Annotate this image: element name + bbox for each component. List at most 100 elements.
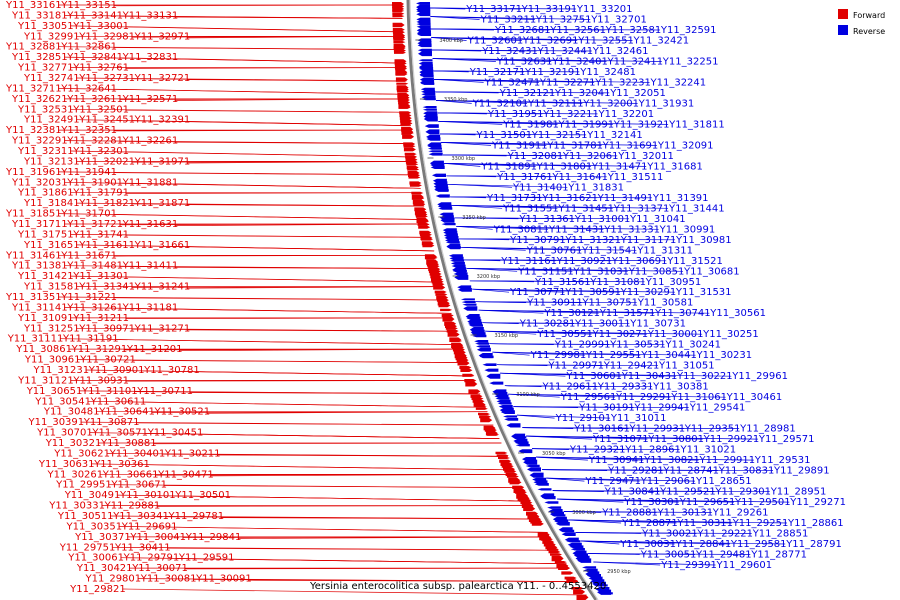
forward-connector — [220, 517, 541, 520]
reverse-gene-arrow — [417, 33, 432, 36]
reverse-gene-label: Y11_31781 — [546, 140, 603, 151]
forward-gene-arrow — [395, 77, 408, 82]
forward-gene-arrow — [395, 67, 408, 71]
forward-gene-label: Y11_31651 — [23, 240, 80, 251]
reverse-gene-label: Y11_31491 — [597, 193, 654, 204]
reverse-gene-arrow — [449, 256, 464, 261]
forward-gene-arrow — [396, 82, 409, 85]
reverse-gene-arrow — [448, 254, 463, 258]
reverse-gene-label: Y11_30761 — [526, 245, 583, 256]
reverse-gene-label: Y11_29481 — [695, 550, 752, 561]
reverse-gene-label: Y11_28771 — [750, 550, 807, 561]
reverse-gene-label: Y11_28851 — [752, 529, 809, 540]
reverse-gene-label: Y11_31801 — [536, 161, 593, 172]
forward-gene-arrow — [475, 407, 488, 410]
forward-gene-arrow — [445, 327, 458, 330]
reverse-gene-arrow — [566, 540, 581, 543]
reverse-gene-label: Y11_30461 — [726, 392, 783, 403]
reverse-gene-label: Y11_31361 — [518, 214, 575, 225]
reverse-gene-arrow — [422, 108, 437, 111]
forward-gene-label: Y11_31301 — [72, 271, 129, 282]
forward-gene-arrow — [495, 451, 508, 455]
forward-connector — [125, 26, 404, 33]
reverse-gene-label: Y11_30431 — [621, 371, 678, 382]
forward-gene-arrow — [484, 428, 497, 432]
forward-connector — [136, 422, 494, 426]
reverse-gene-arrow — [421, 93, 436, 96]
reverse-gene-label: Y11_28861 — [787, 518, 844, 529]
reverse-gene-label: Y11_32471 — [484, 77, 541, 88]
reverse-gene-label: Y11_30051 — [640, 550, 697, 561]
forward-gene-label: Y11_30391 — [28, 417, 85, 428]
reverse-connector — [475, 301, 637, 304]
reverse-gene-arrow — [582, 566, 597, 569]
forward-connector — [146, 464, 515, 471]
reverse-connector — [492, 351, 696, 356]
forward-gene-arrow — [400, 121, 413, 126]
forward-connector — [113, 172, 419, 176]
reverse-gene-label: Y11_31811 — [668, 119, 725, 130]
reverse-gene-arrow — [461, 301, 476, 304]
reverse-gene-label: Y11_29571 — [758, 434, 815, 445]
reverse-gene-label: Y11_32421 — [633, 36, 690, 47]
reverse-gene-label: Y11_30911 — [526, 298, 583, 309]
reverse-connector — [433, 70, 580, 73]
genome-backbone — [406, 0, 598, 600]
reverse-gene-label: Y11_29291 — [615, 392, 672, 403]
reverse-gene-label: Y11_32751 — [535, 15, 592, 26]
reverse-gene-label: Y11_30251 — [702, 329, 759, 340]
forward-gene-label: Y11_30541 — [34, 396, 91, 407]
forward-gene-label: Y11_31461 — [5, 250, 62, 261]
forward-gene-arrow — [413, 202, 426, 207]
legend-forward-label: Forward — [853, 11, 885, 20]
reverse-gene-label: Y11_29931 — [629, 424, 686, 435]
forward-gene-arrow — [435, 293, 448, 296]
forward-connector — [125, 67, 406, 69]
forward-gene-arrow — [394, 61, 407, 66]
forward-gene-label: Y11_30321 — [45, 438, 102, 449]
forward-gene-arrow — [462, 373, 475, 377]
reverse-gene-label: Y11_31051 — [658, 361, 715, 372]
forward-gene-arrow — [531, 522, 544, 526]
forward-connector — [179, 348, 464, 352]
reverse-gene-label: Y11_30231 — [696, 350, 753, 361]
forward-connector — [125, 276, 443, 283]
reverse-gene-label: Y11_31151 — [517, 266, 574, 277]
forward-connector — [113, 88, 408, 95]
forward-gene-label: Y11_30521 — [154, 407, 211, 418]
forward-gene-label: Y11_30071 — [131, 563, 188, 574]
reverse-gene-label: Y11_31551 — [502, 203, 559, 214]
forward-connector — [156, 505, 533, 507]
forward-connector — [210, 473, 517, 477]
forward-connector — [174, 266, 439, 270]
legend-reverse-swatch — [838, 25, 848, 35]
reverse-gene-arrow — [476, 347, 491, 352]
forward-gene-arrow — [573, 589, 586, 595]
reverse-gene-label: Y11_28871 — [621, 518, 678, 529]
forward-gene-label: Y11_33051 — [17, 21, 74, 32]
forward-gene-label: Y11_31121 — [17, 375, 74, 386]
reverse-connector — [531, 448, 680, 450]
forward-connector — [186, 161, 417, 164]
scale-tick-label: 2950 kbp — [607, 569, 631, 575]
forward-gene-label: Y11_30331 — [48, 501, 105, 512]
forward-connector — [186, 286, 444, 289]
forward-gene-arrow — [436, 298, 449, 302]
reverse-gene-label: Y11_32591 — [660, 25, 717, 36]
reverse-gene-arrow — [527, 467, 541, 472]
forward-connector — [186, 246, 435, 252]
reverse-gene-label: Y11_32271 — [539, 77, 596, 88]
reverse-gene-arrow — [421, 90, 436, 94]
reverse-gene-label: Y11_31431 — [548, 224, 605, 235]
reverse-gene-arrow — [555, 522, 570, 526]
forward-gene-arrow — [392, 9, 405, 13]
reverse-connector — [466, 267, 684, 272]
reverse-connector — [568, 519, 788, 524]
forward-gene-arrow — [392, 30, 405, 34]
forward-gene-arrow — [398, 106, 411, 109]
forward-connector — [186, 329, 458, 332]
reverse-gene-arrow — [486, 373, 501, 379]
forward-connector — [199, 433, 500, 439]
genome-title: Yersinia enterocolitica subsp. palearcti… — [309, 581, 606, 592]
